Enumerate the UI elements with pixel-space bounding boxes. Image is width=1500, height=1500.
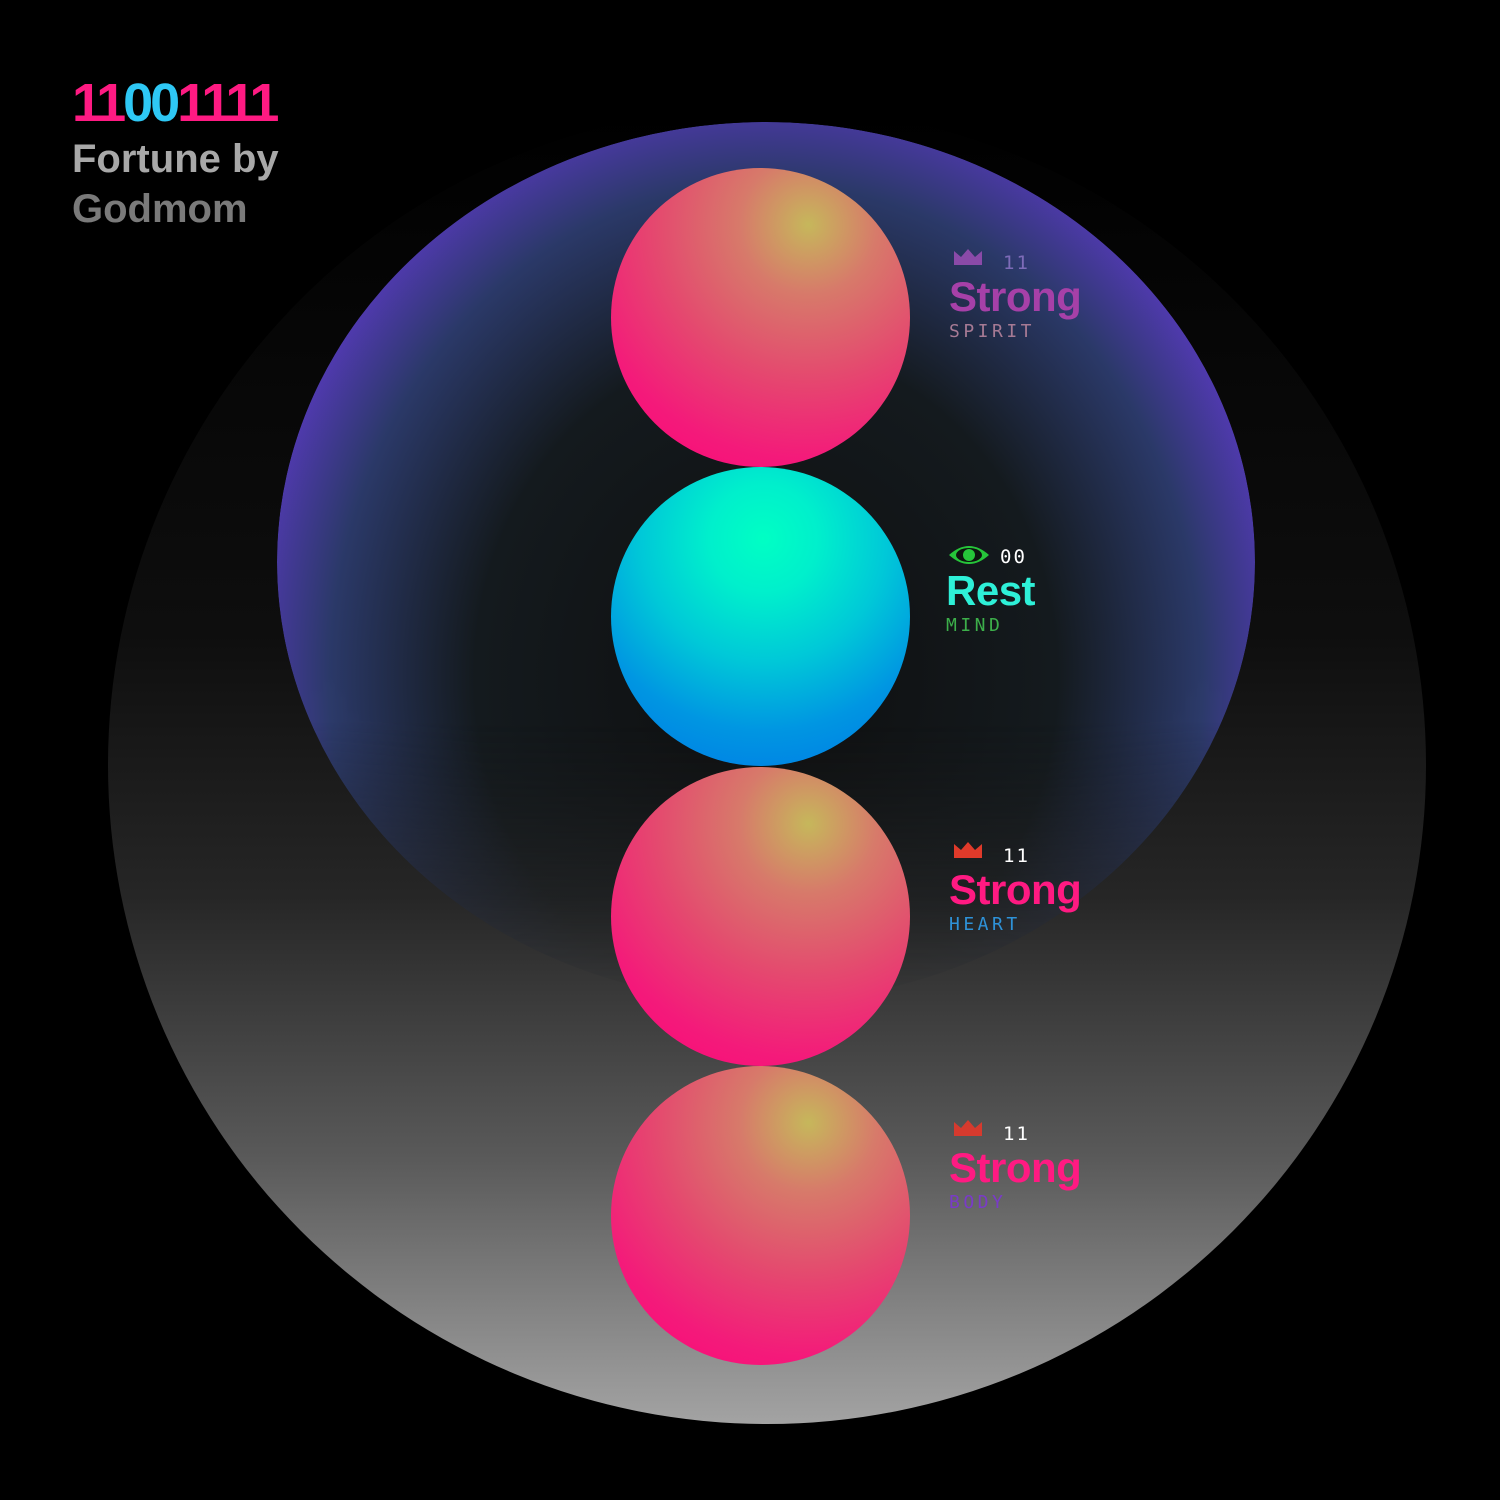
code-digit: 1 — [177, 73, 204, 133]
reading-bits: 00 — [1000, 546, 1027, 568]
code-digit: 0 — [150, 73, 180, 133]
subtitle-line-1: Fortune by — [72, 137, 279, 181]
code-digit: 1 — [72, 73, 99, 133]
reading-mind: 00 Rest MIND — [946, 542, 1036, 636]
code-digit: 1 — [225, 73, 252, 133]
reading-state: Strong — [949, 1144, 1082, 1191]
header: 11001111 Fortune by Godmom — [72, 74, 279, 234]
reading-state: Rest — [946, 567, 1036, 614]
reading-bits: 11 — [1003, 1123, 1030, 1145]
body-sphere — [611, 1066, 910, 1365]
reading-body: 11 Strong BODY — [949, 1119, 1082, 1213]
reading-aspect: HEART — [949, 914, 1021, 935]
code-digit: 1 — [249, 73, 279, 133]
reading-heart: 11 Strong HEART — [949, 841, 1082, 935]
code-digit: 1 — [96, 73, 126, 133]
code-digit: 0 — [123, 73, 153, 133]
reading-aspect: MIND — [946, 615, 1004, 636]
reading-state: Strong — [949, 273, 1082, 320]
spirit-sphere — [611, 168, 910, 467]
reading-spirit: 11 Strong SPIRIT — [949, 248, 1082, 342]
heart-sphere — [611, 767, 910, 1066]
subtitle-line-2: Godmom — [72, 187, 248, 231]
code-digit: 1 — [201, 73, 228, 133]
reading-state: Strong — [949, 866, 1082, 913]
crown-icon — [953, 1119, 983, 1142]
crown-icon — [953, 248, 983, 271]
binary-code: 11001111 — [72, 74, 279, 132]
reading-bits: 11 — [1003, 845, 1030, 867]
crown-icon — [953, 841, 983, 864]
reading-bits: 11 — [1003, 252, 1030, 274]
reading-aspect: BODY — [949, 1192, 1007, 1213]
mind-sphere — [611, 467, 910, 766]
reading-aspect: SPIRIT — [949, 321, 1036, 342]
eye-icon — [948, 543, 990, 572]
